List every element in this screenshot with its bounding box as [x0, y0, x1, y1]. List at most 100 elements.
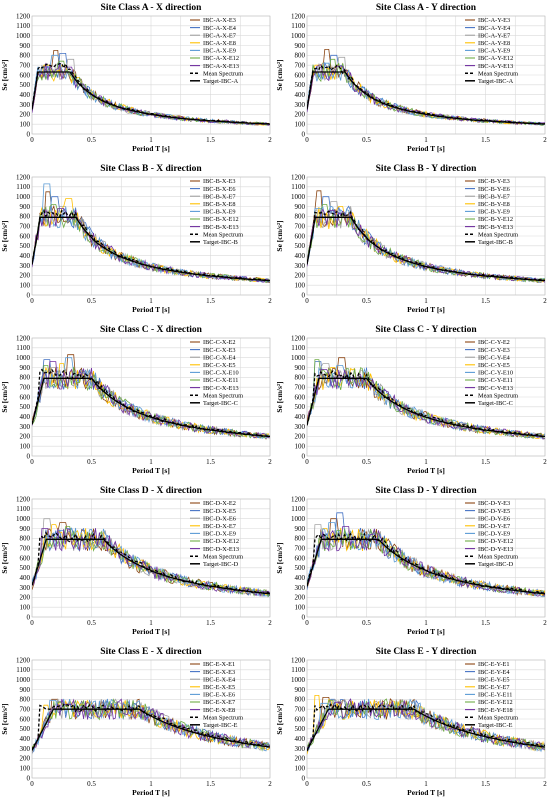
- y-tick-label: 200: [20, 111, 31, 119]
- chart-panel-1: Site Class A - X direction 0 100 200 300 400 5…: [0, 0, 275, 161]
- y-tick-label: 900: [295, 364, 306, 372]
- y-tick-label: 1100: [291, 505, 305, 513]
- plot-area: [306, 15, 546, 135]
- x-tick-label: 1.5: [481, 619, 490, 627]
- x-tick-label: 2: [268, 297, 272, 305]
- y-tick-label: 600: [295, 554, 306, 562]
- legend-label: IBC-C-Y-E2: [478, 339, 510, 346]
- y-tick-label: 1000: [291, 193, 306, 201]
- y-tick-label: 100: [295, 603, 306, 611]
- y-tick-label: 700: [295, 544, 306, 552]
- x-tick-label: 0.5: [362, 136, 371, 144]
- legend-label: IBC-E-Y-E12: [478, 699, 513, 706]
- y-tick-label: 0: [27, 452, 31, 460]
- y-tick-label: 700: [295, 61, 306, 69]
- y-tick-label: 400: [20, 91, 31, 99]
- chart-title: Site Class A - Y direction: [376, 3, 477, 13]
- legend-label: IBC-E-X-E3: [203, 669, 235, 676]
- y-tick-label: 800: [20, 696, 31, 704]
- legend: IBC-C-X-E2IBC-C-X-E3IBC-C-X-E4IBC-C-X-E5…: [190, 339, 243, 407]
- y-tick-label: 900: [295, 525, 306, 533]
- legend-label: IBC-E-Y-E1: [478, 661, 509, 668]
- legend: IBC-B-Y-E3IBC-B-Y-E6IBC-B-Y-E7IBC-B-Y-E8…: [465, 178, 518, 246]
- legend-label: IBC-D-X-E13: [203, 546, 239, 553]
- plot-area: [306, 498, 546, 618]
- x-tick-label: 1: [424, 780, 428, 788]
- y-tick-label: 800: [295, 213, 306, 221]
- y-tick-label: 400: [295, 91, 306, 99]
- y-tick-label: 0: [302, 452, 306, 460]
- legend: IBC-D-Y-E3IBC-D-Y-E5IBC-D-Y-E6IBC-D-Y-E7…: [465, 500, 518, 568]
- chart-title: Site Class A - X direction: [101, 3, 203, 13]
- y-tick-label: 700: [20, 61, 31, 69]
- y-tick-label: 500: [20, 403, 31, 411]
- y-axis-label: Se [cm/s²]: [275, 59, 284, 90]
- y-tick-label: 1200: [291, 334, 306, 342]
- y-axis-label: Se [cm/s²]: [275, 381, 284, 412]
- x-axis-label: Period T [s]: [407, 305, 445, 314]
- x-tick-label: 1.5: [481, 297, 490, 305]
- legend-label: IBC-A-Y-E7: [478, 32, 510, 39]
- legend-label: Target-IBC-D: [478, 561, 514, 568]
- legend-label: IBC-B-Y-E7: [478, 193, 510, 200]
- y-axis-label: Se [cm/s²]: [275, 542, 284, 573]
- y-tick-label: 200: [20, 594, 31, 602]
- plot-area: [31, 15, 271, 135]
- legend-label: IBC-C-X-E11: [203, 377, 238, 384]
- y-tick-label: 300: [295, 423, 306, 431]
- legend-label: Target-IBC-C: [203, 400, 238, 407]
- legend-label: IBC-A-Y-E4: [478, 25, 511, 32]
- y-tick-label: 400: [295, 252, 306, 260]
- legend-label: IBC-D-Y-E5: [478, 508, 510, 515]
- x-tick-label: 0.5: [87, 458, 96, 466]
- x-tick-label: 2: [268, 619, 272, 627]
- legend-label: IBC-B-Y-E13: [478, 224, 513, 231]
- y-tick-label: 1000: [291, 676, 306, 684]
- legend-label: IBC-E-Y-E7: [478, 684, 509, 691]
- y-tick-label: 300: [295, 745, 306, 753]
- y-tick-label: 600: [20, 715, 31, 723]
- y-tick-label: 0: [302, 774, 306, 782]
- x-axis-label: Period T [s]: [132, 627, 170, 636]
- legend-label: IBC-A-Y-E13: [478, 63, 513, 70]
- chart-panel-6: Site Class C - Y direction 0 100 200 300 400 5…: [275, 322, 550, 483]
- mean-spectrum-line: [307, 702, 545, 752]
- y-tick-label: 1200: [291, 656, 306, 664]
- chart-title: Site Class B - X direction: [100, 164, 202, 174]
- y-tick-label: 1000: [16, 354, 31, 362]
- legend-label: IBC-D-Y-E3: [478, 500, 510, 507]
- x-tick-label: 1: [149, 297, 153, 305]
- y-tick-label: 0: [302, 291, 306, 299]
- legend-label: IBC-C-Y-E4: [478, 354, 511, 361]
- y-tick-label: 100: [295, 120, 306, 128]
- y-tick-label: 900: [295, 203, 306, 211]
- y-tick-label: 400: [295, 574, 306, 582]
- y-axis-label: Se [cm/s²]: [0, 381, 9, 412]
- y-tick-label: 300: [20, 423, 31, 431]
- y-tick-label: 1100: [291, 183, 305, 191]
- y-tick-label: 200: [295, 111, 306, 119]
- x-tick-label: 2: [268, 458, 272, 466]
- target-spectrum-line: [307, 216, 545, 282]
- x-tick-label: 1.5: [206, 297, 215, 305]
- y-tick-label: 1000: [16, 193, 31, 201]
- legend-label: IBC-B-X-E12: [203, 216, 239, 223]
- y-tick-label: 900: [20, 525, 31, 533]
- x-tick-label: 1: [149, 458, 153, 466]
- y-tick-label: 0: [27, 774, 31, 782]
- y-tick-label: 300: [20, 584, 31, 592]
- x-axis-label: Period T [s]: [407, 627, 445, 636]
- y-tick-label: 1000: [16, 515, 31, 523]
- chart-panel-5: Site Class C - X direction 0 100 200 300 400 5…: [0, 322, 275, 483]
- y-tick-label: 100: [20, 764, 31, 772]
- chart-title: Site Class C - Y direction: [375, 325, 477, 335]
- y-tick-label: 1000: [291, 32, 306, 40]
- y-tick-label: 300: [295, 262, 306, 270]
- plot-area: [306, 659, 546, 779]
- y-tick-label: 200: [295, 272, 306, 280]
- y-tick-label: 500: [295, 242, 306, 250]
- y-tick-label: 900: [20, 203, 31, 211]
- chart-panel-2: Site Class A - Y direction 0 100 200 300 400 5…: [275, 0, 550, 161]
